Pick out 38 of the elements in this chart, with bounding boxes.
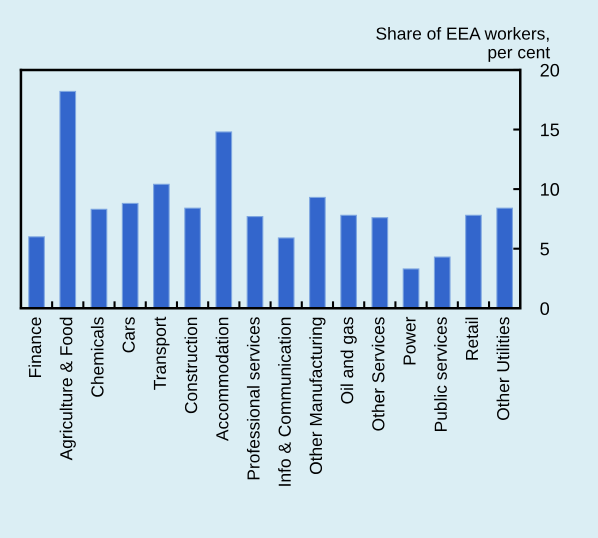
x-tick-label: Chemicals [90,317,104,397]
bar [246,216,264,308]
bar [215,131,232,308]
x-tick-label: Finance [28,317,42,377]
x-tick-label: Power [404,316,416,364]
bar [28,236,45,308]
x-tick-label: Professional services [246,317,260,480]
x-tick-label: Transport [154,316,170,390]
y-tick-label: 5 [540,242,549,256]
x-tick-label: Public services [434,317,447,431]
x-tick-label: Other Manufacturing [309,318,326,474]
bar [496,208,514,308]
x-tick-label: Other Services [372,317,384,431]
x-tick-label: Info & Communication [278,318,291,486]
x-tick-label: Retail [465,318,478,360]
bar [153,184,170,308]
y-tick-label: 0 [540,302,550,315]
bar [122,202,139,308]
bar [434,256,451,308]
bar [340,214,357,308]
x-tick-label: Accommodation [216,318,228,442]
bar [402,268,420,308]
y-axis-title: Share of EEA workers, per cent [376,26,550,62]
bar [59,90,76,308]
x-tick-label: Cars [122,317,135,352]
y-tick-label: 20 [540,64,560,77]
bar [465,214,482,308]
y-tick-label: 10 [541,183,560,196]
x-tick-label: Construction [184,318,198,414]
x-tick-label: Other Utilities [496,317,510,420]
bar [371,217,388,308]
bar [90,208,108,308]
x-tick-label: Oil and gas [340,317,357,404]
bar [309,196,326,308]
x-tick-label: Agriculture & Food [60,318,76,460]
y-tick-label: 15 [541,124,560,136]
bar [184,208,201,308]
bar [278,237,295,308]
